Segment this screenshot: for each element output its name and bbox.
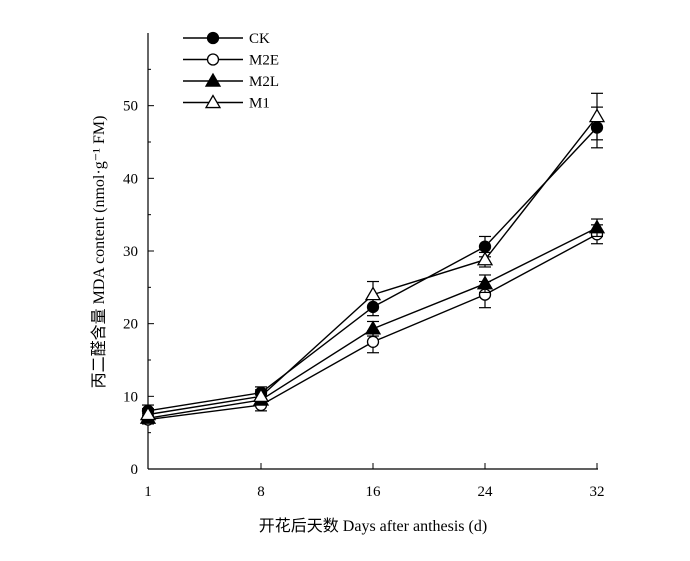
y-tick-label: 50 [123, 99, 138, 115]
data-point-m1 [476, 251, 494, 266]
plot-area [139, 92, 606, 426]
data-point-m2l [588, 219, 606, 234]
legend-item-ck: CK [183, 31, 270, 47]
legend-marker [204, 72, 222, 87]
series-ck [141, 106, 604, 418]
legend-marker [204, 94, 222, 109]
legend-label: CK [249, 31, 270, 47]
y-axis-label: 丙二醛含量 MDA content (nmol·g⁻¹ FM) [90, 116, 108, 389]
x-tick-label: 24 [478, 484, 494, 500]
data-point-m1 [588, 108, 606, 123]
axes: 0 10 20 30 40 50 1 8 16 24 32 [123, 33, 605, 500]
legend-item-m2l: M2L [183, 72, 279, 90]
x-tick-label: 1 [144, 484, 152, 500]
data-point-m1 [252, 388, 270, 403]
legend-marker [206, 53, 220, 66]
legend-item-m1: M1 [183, 94, 270, 112]
data-point-m2l [364, 320, 382, 335]
series-m2l [139, 218, 606, 424]
x-axis-label: 开花后天数 Days after anthesis (d) [259, 517, 487, 535]
legend-label: M2L [249, 74, 279, 90]
legend-item-m2e: M2E [183, 53, 279, 69]
x-tick-label: 16 [366, 484, 382, 500]
legend-label: M1 [249, 96, 270, 112]
y-tick-label: 10 [123, 389, 138, 405]
series-m1 [139, 92, 606, 421]
data-point-m2l [476, 275, 494, 290]
y-tick-label: 30 [123, 244, 138, 260]
legend: CK M2E M2L M1 [183, 31, 279, 112]
y-tick-label: 0 [131, 462, 139, 478]
x-tick-label: 32 [590, 484, 605, 500]
data-point-ck [478, 240, 492, 253]
series-line-ck [147, 126, 598, 412]
x-tick-label: 8 [257, 484, 265, 500]
legend-label: M2E [249, 53, 279, 69]
legend-marker [206, 31, 220, 45]
data-point-m1 [364, 286, 382, 301]
series-line-m1 [147, 116, 598, 416]
data-point-m2e [366, 335, 380, 348]
y-tick-label: 20 [123, 317, 138, 333]
y-tick-label: 40 [123, 171, 138, 187]
data-point-m1 [139, 406, 157, 421]
